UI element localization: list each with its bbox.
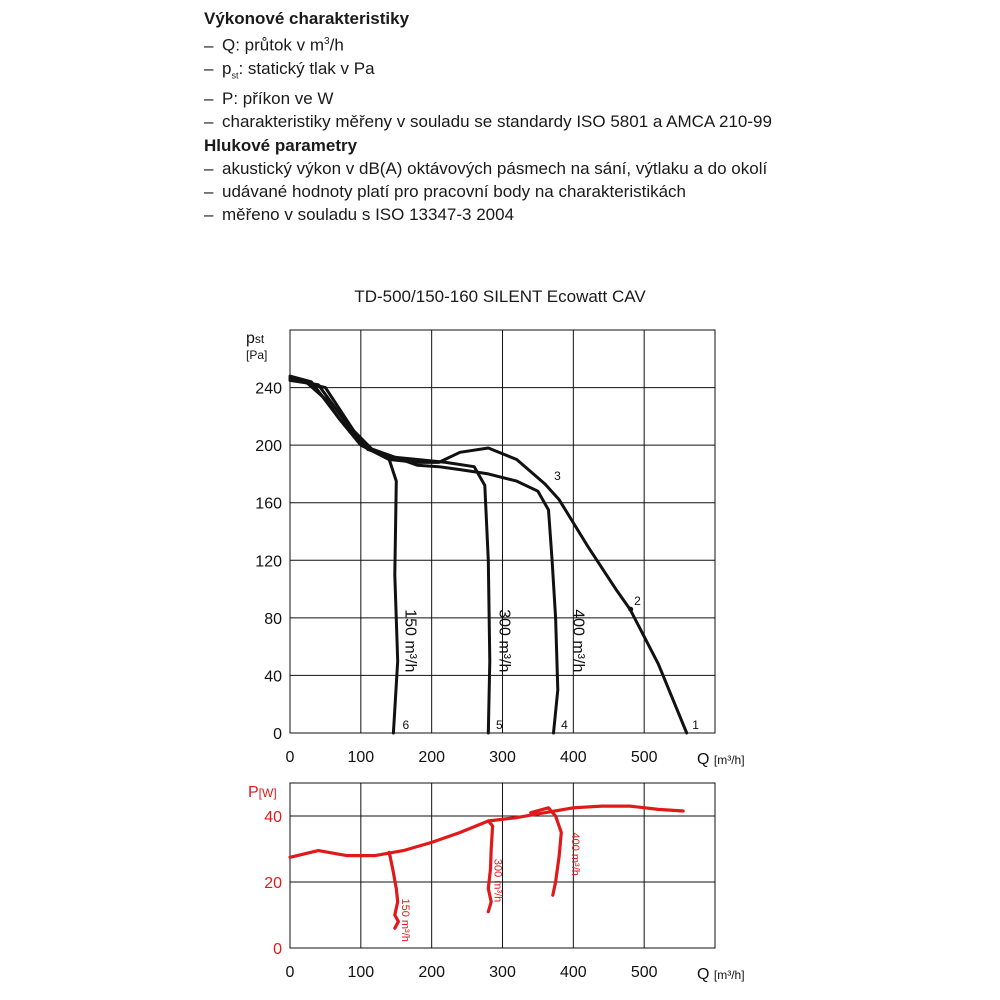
operating-point-label: 3	[554, 469, 561, 483]
pressure-x-tick-label: 300	[489, 749, 516, 766]
pressure-x-tick-label: 500	[631, 749, 658, 766]
pressure-y-tick-label: 0	[273, 726, 282, 743]
power-y-axis-label: P[W]	[248, 784, 277, 801]
pressure-y-axis-label: pst	[246, 330, 265, 347]
pressure-x-axis-label: Q [m³/h]	[697, 751, 745, 768]
power-y-tick-label: 40	[264, 809, 282, 826]
power-curve-label: 400 m³/h	[569, 833, 581, 876]
flow-definition: – Q: průtok v m3/h	[204, 35, 344, 55]
chart-title: TD-500/150-160 SILENT Ecowatt CAV	[354, 287, 646, 306]
operating-point-label: 1	[692, 718, 699, 732]
pressure-series-line	[288, 378, 492, 735]
noise-note-1: – akustický výkon v dB(A) oktávových pásm…	[204, 159, 768, 179]
power-definition: – P: příkon ve W	[204, 89, 334, 109]
power-series-line	[387, 850, 400, 930]
pressure-curve-label: 400 m³/h	[569, 609, 586, 672]
power-curve-label: 300 m³/h	[492, 859, 504, 902]
operating-point-label: 5	[496, 718, 503, 732]
noise-note-2: – udávané hodnoty platí pro pracovní body…	[204, 182, 687, 202]
pressure-curve-label: 300 m³/h	[496, 609, 513, 672]
pressure-y-tick-label: 80	[264, 611, 282, 628]
pressure-series-line	[288, 374, 560, 735]
pressure-y-tick-label: 40	[264, 668, 282, 685]
operating-point-label: 6	[403, 718, 410, 732]
power-x-tick-label: 300	[489, 964, 516, 981]
power-series-line	[529, 806, 563, 897]
pressure-x-tick-label: 100	[347, 749, 374, 766]
power-series-line	[486, 819, 495, 914]
pressure-y-tick-label: 120	[255, 553, 282, 570]
performance-heading: Výkonové charakteristiky	[204, 9, 410, 28]
power-x-tick-label: 100	[347, 964, 374, 981]
power-x-tick-label: 500	[631, 964, 658, 981]
pressure-y-tick-label: 240	[255, 381, 282, 398]
pressure-x-tick-label: 200	[418, 749, 445, 766]
pressure-y-tick-label: 160	[255, 496, 282, 513]
pressure-x-tick-label: 400	[560, 749, 587, 766]
pressure-definition: – pst: statický tlak v Pa	[204, 58, 375, 81]
pressure-y-unit: [Pa]	[246, 348, 267, 362]
operating-point-marker	[628, 606, 634, 612]
operating-point-label: 4	[561, 718, 568, 732]
power-x-tick-label: 0	[286, 964, 295, 981]
power-series-line	[288, 804, 685, 859]
power-x-axis-label: Q [m³/h]	[697, 966, 745, 983]
noise-heading: Hlukové parametry	[204, 136, 358, 156]
pressure-x-tick-label: 0	[286, 749, 295, 766]
description-text: Výkonové charakteristiky – Q: průtok v m3…	[204, 8, 824, 226]
power-x-tick-label: 400	[560, 964, 587, 981]
noise-note-3: – měřeno v souladu s ISO 13347-3 2004	[204, 205, 515, 225]
standards-note: – charakteristiky měřeny v souladu se sta…	[204, 112, 772, 132]
power-y-tick-label: 20	[264, 875, 282, 892]
operating-point-label: 2	[634, 594, 641, 608]
pressure-y-tick-label: 200	[255, 438, 282, 455]
pressure-curve-label: 150 m³/h	[401, 609, 418, 672]
pressure-series-line	[288, 377, 400, 735]
power-y-tick-label: 0	[273, 941, 282, 958]
power-curve-label: 150 m³/h	[399, 899, 411, 942]
power-x-tick-label: 200	[418, 964, 445, 981]
